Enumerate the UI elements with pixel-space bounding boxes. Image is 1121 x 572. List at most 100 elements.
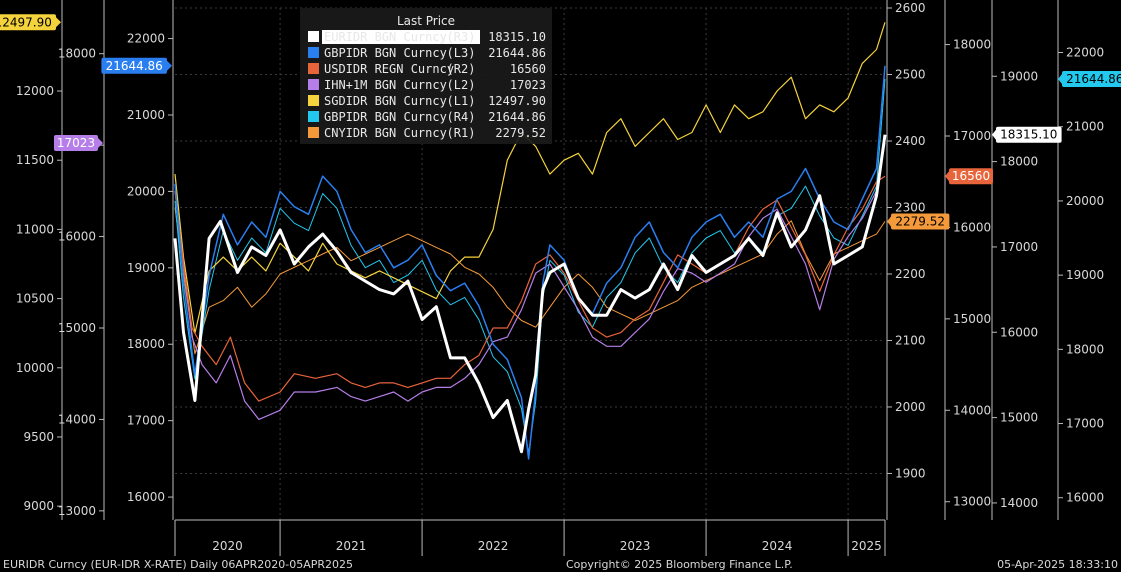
axis-R4-tick-label: 22000 — [1066, 46, 1104, 60]
legend-entry-value: 2279.52 — [495, 126, 546, 140]
legend-entry-label: EURIDR BGN Curncy — [324, 30, 447, 44]
axis-L1-tick-label: 11000 — [16, 222, 54, 236]
last-price-tag-pointer — [992, 129, 996, 140]
last-price-tag-label: 17023 — [57, 136, 95, 150]
legend-entry-label: SGDIDR BGN Curncy — [324, 94, 447, 108]
x-tick-label: 2021 — [336, 539, 367, 553]
axes: 9000 9500 10000 10500 11000 11500 12000 13000 14… — [16, 0, 1104, 520]
axis-R2-tick-label: 14000 — [953, 403, 991, 417]
last-price-tag-bg — [996, 126, 1062, 143]
footer-center: Copyright© 2025 Bloomberg Finance L.P. — [566, 558, 793, 571]
last-price-tag-pointer — [1058, 73, 1062, 84]
legend-swatch — [308, 47, 319, 58]
last-price-tag-pointer — [945, 171, 949, 182]
axis-R4-tick-label: 20000 — [1066, 194, 1104, 208]
legend-entry-value: 21644.86 — [488, 110, 546, 124]
last-price-tag-pointer — [167, 60, 172, 71]
legend-swatch — [308, 63, 319, 74]
legend-entry-axis: (L1) — [447, 94, 476, 108]
legend-entry-value: 21644.86 — [488, 46, 546, 60]
x-tick-label: 2020 — [212, 539, 243, 553]
last-price-tag-label: 21644.86 — [106, 59, 163, 73]
legend-swatch — [308, 31, 319, 42]
legend-entry-axis: (L3) — [447, 46, 476, 60]
legend-entry-value: 18315.10 — [488, 30, 546, 44]
last-price-tag-bg — [1062, 70, 1121, 87]
legend: Last Price EURIDR BGN Curncy (R3) 18315.10… — [300, 8, 552, 144]
last-price-tag-pointer — [56, 17, 61, 28]
axis-L2-tick-label: 14000 — [58, 412, 96, 426]
last-price-tag-bg — [949, 168, 993, 185]
axis-R3-tick-label: 18000 — [1000, 155, 1038, 169]
axis-R2-tick-label: 15000 — [953, 312, 991, 326]
axis-R1-tick-label: 2000 — [895, 400, 926, 414]
x-axis: 2020 2021 2022 2023 2024 2025 — [174, 519, 886, 556]
legend-entry-axis: (R2) — [447, 62, 476, 76]
last-price-tag-bg — [101, 57, 167, 74]
axis-R4-tick-label: 16000 — [1066, 491, 1104, 505]
axis-R1-tick-label: 2600 — [895, 1, 926, 15]
axis-R1-tick-label: 1900 — [895, 466, 926, 480]
axis-R3-tick-label: 19000 — [1000, 69, 1038, 83]
last-price-tag-label: 21644.86 — [1066, 72, 1121, 86]
axis-R4-tick-label: 21000 — [1066, 120, 1104, 134]
legend-highlight — [322, 30, 480, 44]
last-price-tag-label: 18315.10 — [1000, 128, 1057, 142]
axis-R2-tick-label: 17000 — [953, 129, 991, 143]
axis-L3-tick-label: 22000 — [127, 32, 165, 46]
legend-entry-axis: (R4) — [447, 110, 476, 124]
axis-L2-tick-label: 15000 — [58, 321, 96, 335]
axis-R4-tick-label: 19000 — [1066, 268, 1104, 282]
axis-R1-tick-label: 2100 — [895, 333, 926, 347]
last-price-tag-label: 2279.52 — [895, 214, 945, 228]
axis-R1-tick-label: 2200 — [895, 267, 926, 281]
legend-entry-label: CNYIDR BGN Curncy — [324, 126, 447, 140]
axis-R3-tick-label: 14000 — [1000, 496, 1038, 510]
axis-R2-tick-label: 13000 — [953, 495, 991, 509]
legend-swatch — [308, 127, 319, 138]
axis-L3-tick-label: 21000 — [127, 108, 165, 122]
legend-entry-label: IHN+1M BGN Curncy — [324, 78, 447, 92]
legend-swatch — [308, 111, 319, 122]
axis-R2-tick-label: 18000 — [953, 38, 991, 52]
axis-R1-tick-label: 2300 — [895, 200, 926, 214]
legend-entry-label: GBPIDR BGN Curncy — [324, 110, 447, 124]
axis-R4-tick-label: 18000 — [1066, 342, 1104, 356]
axis-L2-tick-label: 18000 — [58, 47, 96, 61]
legend-swatch — [308, 95, 319, 106]
footer-right: 05-Apr-2025 18:33:10 — [997, 558, 1118, 571]
last-price-tag-label: 12497.90 — [0, 15, 52, 29]
legend-entry-axis: (R3) — [447, 30, 476, 44]
x-tick-label: 2023 — [620, 539, 651, 553]
series-lines — [173, 22, 887, 460]
series-line — [174, 175, 886, 402]
last-price-tags: 12497.90 17023 21644.86 2279.52 16560 18315.1… — [0, 14, 1121, 230]
series-line — [174, 207, 886, 355]
axis-L3-tick-label: 19000 — [127, 261, 165, 275]
axis-R4-tick-label: 17000 — [1066, 417, 1104, 431]
last-price-tag-pointer — [98, 138, 103, 149]
legend-entry-label: GBPIDR BGN Curncy — [324, 46, 447, 60]
last-price-tag-bg — [0, 14, 56, 31]
axis-R1-tick-label: 2500 — [895, 67, 926, 81]
axis-R2-tick-label: 16000 — [953, 220, 991, 234]
axis-R3-tick-label: 17000 — [1000, 240, 1038, 254]
last-price-tag-pointer — [887, 216, 891, 227]
axis-R3-tick-label: 16000 — [1000, 325, 1038, 339]
axis-R3-tick-label: 15000 — [1000, 411, 1038, 425]
last-price-tag-bg — [54, 135, 98, 152]
axis-L3-tick-label: 17000 — [127, 414, 165, 428]
axis-L3-tick-label: 18000 — [127, 337, 165, 351]
x-tick-label: 2025 — [851, 539, 882, 553]
axis-L2-tick-label: 16000 — [58, 230, 96, 244]
legend-entry-axis: (L2) — [447, 78, 476, 92]
axis-L1-tick-label: 10000 — [16, 361, 54, 375]
legend-swatch — [308, 79, 319, 90]
axis-L2-tick-label: 13000 — [58, 504, 96, 518]
legend-entry-axis: (R1) — [447, 126, 476, 140]
x-tick-label: 2024 — [762, 539, 793, 553]
legend-entry-value: 12497.90 — [488, 94, 546, 108]
series-line — [173, 134, 887, 454]
x-tick-label: 2022 — [478, 539, 509, 553]
